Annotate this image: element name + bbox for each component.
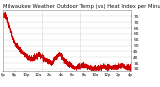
Text: Milwaukee Weather Outdoor Temp (vs) Heat Index per Minute (Last 24 Hours): Milwaukee Weather Outdoor Temp (vs) Heat… [3,4,160,9]
